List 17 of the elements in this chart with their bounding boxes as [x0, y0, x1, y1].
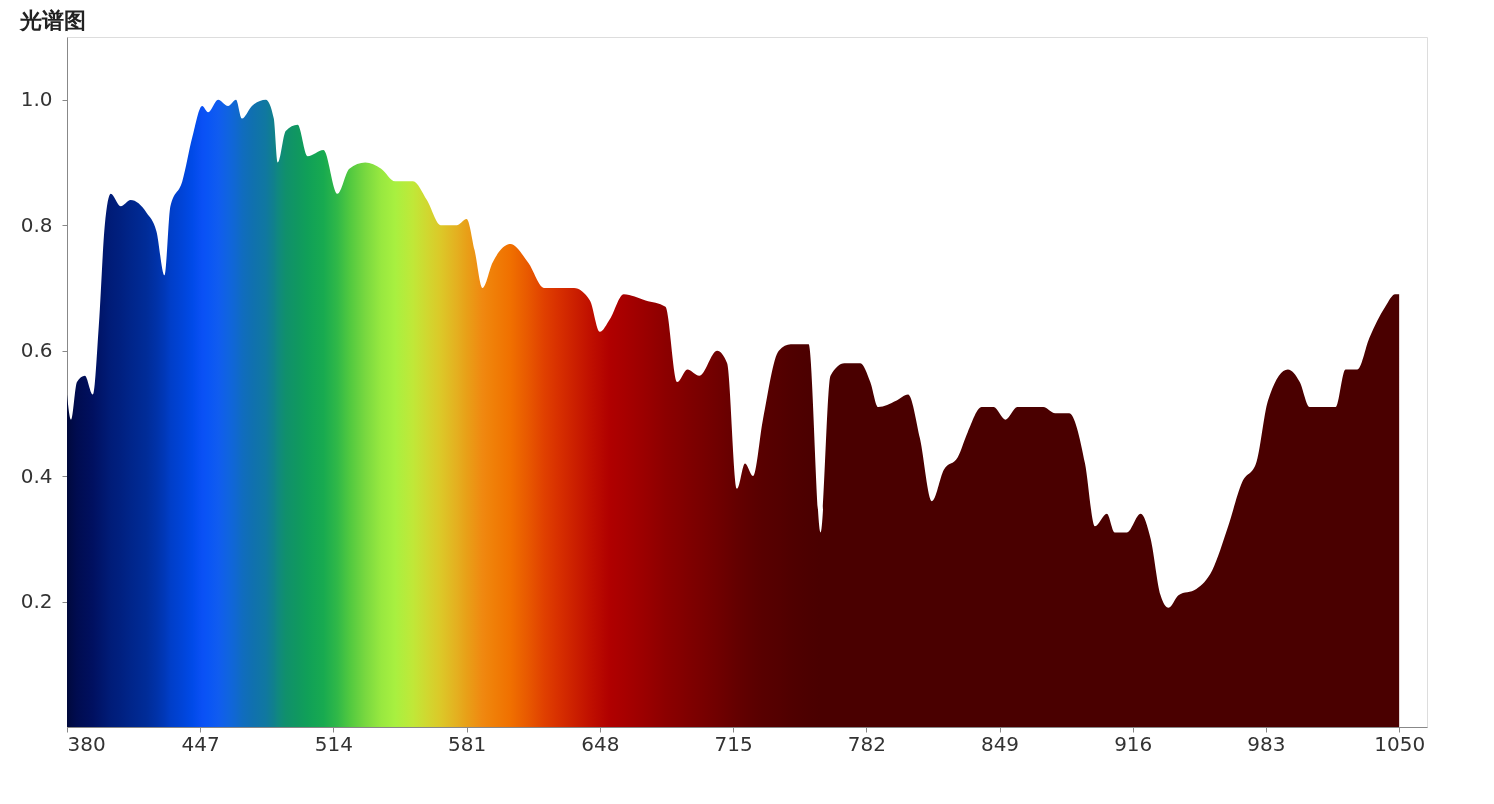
x-tick-label: 1050 [1374, 731, 1426, 756]
y-tick-label: 0.6 [20, 338, 53, 363]
x-tick-label: 447 [181, 731, 220, 756]
x-tick-label: 581 [448, 731, 487, 756]
y-tick-label: 0.2 [20, 589, 53, 614]
x-tick-label: 983 [1247, 731, 1286, 756]
x-tick-label: 849 [980, 731, 1020, 756]
y-tick-label: 0.4 [20, 463, 53, 488]
x-tick-label: 916 [1114, 731, 1153, 756]
chart-title: 光谱图 [19, 8, 87, 33]
y-tick-label: 1.0 [20, 87, 53, 112]
x-tick-label: 380 [67, 731, 106, 756]
x-tick-label: 782 [847, 731, 886, 756]
x-tick-label: 648 [581, 731, 620, 756]
y-tick-label: 0.8 [20, 212, 53, 237]
x-tick-label: 715 [714, 731, 753, 756]
x-tick-label: 514 [314, 731, 354, 756]
